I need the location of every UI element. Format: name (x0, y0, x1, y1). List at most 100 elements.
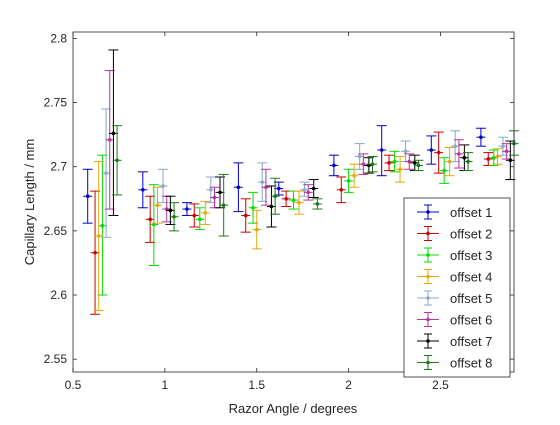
point-marker (221, 203, 226, 208)
legend-label: offset 6 (450, 313, 492, 328)
data-point (137, 171, 148, 209)
point-marker (315, 202, 320, 206)
point-marker (273, 194, 277, 199)
legend-entry: offset 1 (417, 204, 492, 220)
legend-swatch-marker (426, 296, 430, 300)
data-point (433, 131, 444, 174)
legend-label: offset 1 (450, 205, 492, 220)
point-marker (486, 157, 491, 161)
data-point (336, 176, 347, 204)
data-point (194, 207, 205, 231)
x-tick-label: 2 (345, 378, 352, 392)
data-point (395, 155, 406, 183)
data-point (82, 168, 93, 224)
series-8 (112, 125, 519, 237)
data-point (349, 163, 360, 188)
point-marker (243, 213, 248, 218)
point-marker (115, 158, 119, 163)
point-marker (203, 211, 208, 215)
data-point (453, 139, 464, 169)
data-point (93, 161, 104, 311)
series-layer (82, 49, 519, 315)
point-marker (297, 200, 301, 205)
point-marker (370, 162, 375, 166)
x-axis-label: Razor Angle / degrees (229, 401, 358, 416)
plot-frame (72, 31, 515, 373)
point-marker (387, 161, 391, 165)
legend-entry: offset 8 (417, 355, 492, 371)
legend-label: offset 3 (450, 248, 492, 263)
legend-entry: offset 2 (417, 226, 492, 242)
legend-swatch-marker (426, 210, 430, 214)
data-point (303, 184, 314, 201)
data-point (312, 198, 323, 210)
point-marker (479, 135, 483, 140)
data-point (112, 125, 123, 196)
point-marker (260, 180, 265, 184)
point-marker (218, 190, 222, 195)
data-point (294, 190, 305, 215)
point-marker (311, 186, 316, 191)
point-marker (339, 188, 344, 192)
data-point (376, 125, 387, 177)
data-point (439, 157, 450, 184)
data-point (200, 200, 211, 225)
x-tick-label: 1 (162, 378, 169, 392)
data-point (108, 49, 119, 216)
data-point (475, 127, 486, 147)
data-point (251, 209, 262, 250)
x-tick-label: 0.5 (65, 378, 82, 392)
point-marker (269, 204, 274, 209)
point-marker (172, 214, 176, 219)
data-point (152, 186, 163, 224)
point-marker (197, 217, 202, 222)
legend: offset 1 offset 2 offset 3 offset 4 offset 5… (403, 197, 511, 378)
point-marker (100, 223, 105, 228)
series-3 (97, 149, 499, 296)
point-marker (357, 154, 362, 159)
legend-entry: offset 5 (417, 290, 492, 306)
data-point (367, 155, 378, 173)
data-point (266, 185, 277, 228)
point-marker (361, 162, 366, 166)
data-point (328, 154, 339, 177)
data-point (90, 190, 101, 315)
point-marker (111, 131, 116, 136)
legend-swatch-marker (426, 253, 430, 257)
point-marker (416, 163, 421, 168)
axis-layer: 0.5 1 1.5 2 2.5 2.55 2.6 2.65 2.7 2.75 2.8 (44, 31, 514, 392)
point-marker (302, 188, 307, 192)
data-point (240, 198, 251, 233)
data-point (354, 143, 365, 170)
point-marker (107, 137, 112, 142)
legend-label: offset 7 (450, 334, 492, 349)
legend-box (403, 197, 511, 378)
point-marker (436, 150, 441, 155)
x-tick-label: 2.5 (432, 378, 449, 392)
legend-swatch-marker (426, 317, 430, 322)
data-point (104, 69, 115, 210)
legend-swatch-marker (426, 231, 430, 236)
point-marker (504, 149, 509, 154)
series-1 (82, 125, 486, 224)
series-6 (104, 69, 512, 223)
y-tick-label: 2.55 (44, 352, 68, 366)
data-point (101, 108, 112, 238)
data-point (384, 154, 395, 172)
legend-entry: offset 6 (417, 312, 492, 328)
data-point (248, 191, 259, 224)
y-tick-label: 2.7 (50, 160, 67, 174)
legend-entry: offset 3 (417, 247, 492, 263)
point-marker (104, 171, 108, 175)
point-marker (212, 195, 217, 200)
point-marker (501, 144, 505, 148)
point-marker (412, 161, 417, 165)
point-marker (332, 163, 336, 168)
point-marker (447, 159, 452, 164)
point-marker (168, 208, 173, 213)
data-point (97, 154, 108, 296)
data-point (169, 202, 180, 232)
data-point (165, 195, 176, 225)
